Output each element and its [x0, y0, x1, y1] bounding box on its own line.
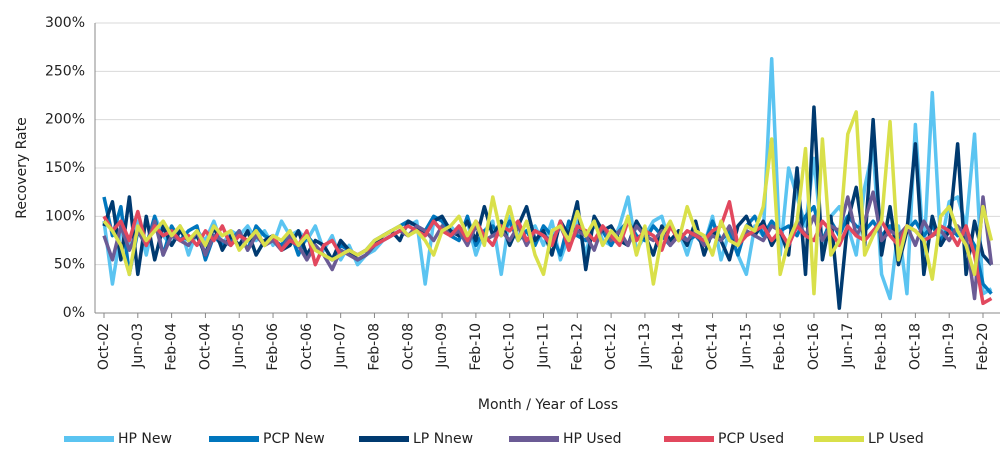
x-tick-label: Feb-14 — [671, 323, 687, 371]
x-tick-label: Feb-08 — [366, 323, 382, 371]
x-tick-label: Jun-13 — [637, 323, 653, 369]
legend-label: PCP New — [263, 431, 325, 447]
x-tick-label: Jun-15 — [738, 323, 754, 369]
x-tick-label: Feb-20 — [975, 323, 991, 371]
legend-label: PCP Used — [718, 431, 784, 447]
y-tick-label: 200% — [45, 112, 85, 128]
x-tick-label: Oct-04 — [197, 323, 213, 370]
x-tick-label: Feb-10 — [468, 323, 484, 371]
y-axis-title: Recovery Rate — [14, 117, 30, 218]
x-tick-label: Oct-18 — [907, 323, 923, 370]
y-tick-label: 50% — [54, 257, 85, 273]
y-tick-label: 0% — [63, 305, 85, 321]
y-tick-label: 100% — [45, 208, 85, 224]
legend-label: LP Nnew — [413, 431, 473, 447]
legend-label: HP New — [118, 431, 172, 447]
x-axis-title: Month / Year of Loss — [478, 397, 618, 413]
x-tick-label: Feb-06 — [265, 323, 281, 371]
x-tick-label: Jun-03 — [130, 323, 146, 369]
x-tick-label: Oct-14 — [705, 323, 721, 370]
x-tick-label: Oct-12 — [603, 323, 619, 370]
x-tick-label: Jun-11 — [536, 323, 552, 369]
x-tick-label: Feb-04 — [164, 323, 180, 371]
x-tick-label: Feb-12 — [569, 323, 585, 371]
series-line — [102, 110, 994, 296]
x-tick-label: Jun-07 — [333, 323, 349, 369]
y-tick-label: 300% — [45, 15, 85, 31]
legend-label: LP Used — [868, 431, 924, 447]
x-tick-label: Oct-08 — [400, 323, 416, 370]
series-line — [102, 57, 993, 301]
x-tick-label: Jun-05 — [231, 323, 247, 369]
x-tick-label: Jun-19 — [941, 323, 957, 369]
x-tick-label: Oct-16 — [806, 323, 822, 370]
x-tick-label: Feb-18 — [874, 323, 890, 371]
x-tick-label: Feb-16 — [772, 323, 788, 371]
x-tick-label: Jun-09 — [434, 323, 450, 369]
x-tick-label: Oct-10 — [502, 323, 518, 370]
y-tick-label: 150% — [45, 160, 85, 176]
legend-label: HP Used — [563, 431, 621, 447]
y-tick-label: 250% — [45, 63, 85, 79]
x-tick-label: Oct-06 — [299, 323, 315, 370]
x-tick-label: Oct-02 — [96, 323, 112, 370]
x-tick-label: Jun-17 — [840, 323, 856, 369]
